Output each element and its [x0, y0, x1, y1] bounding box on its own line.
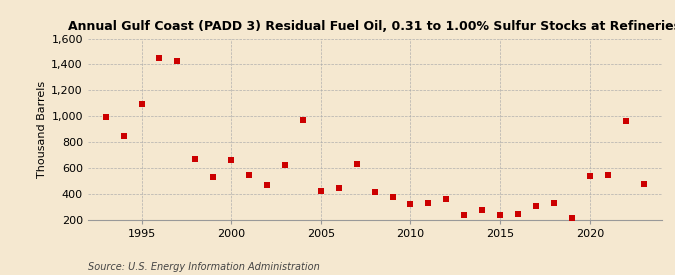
- Point: [333, 186, 344, 190]
- Point: [298, 117, 308, 122]
- Point: [459, 213, 470, 217]
- Point: [441, 197, 452, 202]
- Point: [244, 172, 254, 177]
- Point: [513, 211, 524, 216]
- Point: [620, 119, 631, 123]
- Point: [172, 58, 183, 63]
- Point: [101, 114, 111, 119]
- Point: [638, 182, 649, 186]
- Point: [495, 212, 506, 217]
- Point: [154, 56, 165, 60]
- Point: [190, 156, 200, 161]
- Point: [279, 163, 290, 167]
- Point: [262, 183, 273, 187]
- Point: [566, 216, 577, 221]
- Point: [405, 202, 416, 207]
- Point: [208, 175, 219, 179]
- Point: [477, 208, 487, 212]
- Point: [369, 190, 380, 194]
- Point: [351, 162, 362, 166]
- Point: [387, 195, 398, 200]
- Title: Annual Gulf Coast (PADD 3) Residual Fuel Oil, 0.31 to 1.00% Sulfur Stocks at Ref: Annual Gulf Coast (PADD 3) Residual Fuel…: [68, 20, 675, 33]
- Point: [118, 133, 129, 138]
- Point: [225, 158, 236, 163]
- Point: [585, 174, 595, 178]
- Point: [136, 101, 147, 106]
- Point: [531, 204, 541, 208]
- Point: [423, 201, 434, 205]
- Text: Source: U.S. Energy Information Administration: Source: U.S. Energy Information Administ…: [88, 262, 319, 272]
- Point: [602, 172, 613, 177]
- Point: [549, 201, 560, 205]
- Point: [315, 189, 326, 193]
- Y-axis label: Thousand Barrels: Thousand Barrels: [37, 81, 47, 178]
